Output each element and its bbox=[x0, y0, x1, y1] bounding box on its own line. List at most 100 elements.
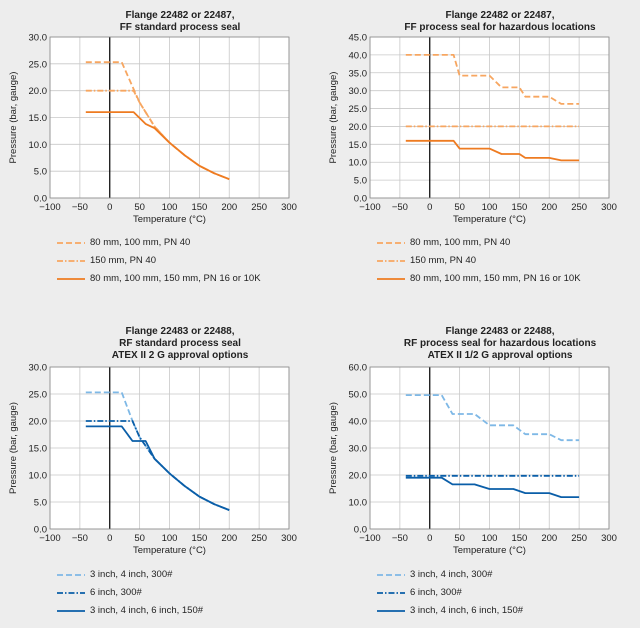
x-tick-label: 300 bbox=[281, 202, 297, 213]
chart-title-line-2: RF standard process seal bbox=[119, 338, 241, 349]
x-axis-label: Temperature (°C) bbox=[133, 214, 206, 225]
x-tick-label: −100 bbox=[39, 533, 60, 544]
series-line-3 bbox=[405, 476, 580, 499]
legend-label: 150 mm, PN 40 bbox=[410, 255, 476, 266]
legend-item: 6 inch, 300# bbox=[376, 587, 636, 599]
legend-swatch bbox=[377, 278, 405, 280]
legend-label: 3 inch, 4 inch, 300# bbox=[90, 569, 173, 580]
y-tick-label: 0.0 bbox=[34, 194, 47, 205]
y-axis-label: Pressure (bar, gauge) bbox=[328, 72, 339, 164]
y-tick-label: 20.0 bbox=[29, 417, 48, 428]
chart-title-line-1: Flange 22483 or 22488, bbox=[125, 326, 235, 337]
y-axis-label: Pressure (bar, gauge) bbox=[8, 72, 19, 164]
x-tick-label: 300 bbox=[601, 533, 617, 544]
legend-swatch bbox=[377, 242, 405, 244]
chart-title: Flange 22482 or 22487, FF standard proce… bbox=[40, 10, 320, 34]
chart-title-line-2: FF standard process seal bbox=[119, 22, 241, 33]
y-axis-label: Pressure (bar, gauge) bbox=[328, 402, 339, 494]
chart-panel-rf-hazardous: Flange 22483 or 22488, RF process seal f… bbox=[320, 314, 640, 628]
y-tick-label: 10.0 bbox=[29, 140, 48, 151]
y-tick-label: 20.0 bbox=[349, 471, 368, 482]
y-tick-label: 15.0 bbox=[29, 113, 48, 124]
legend-item: 6 inch, 300# bbox=[56, 587, 316, 599]
legend-label: 3 inch, 4 inch, 300# bbox=[410, 569, 493, 580]
x-tick-label: −50 bbox=[72, 202, 88, 213]
x-tick-label: −100 bbox=[359, 202, 380, 213]
x-tick-label: 200 bbox=[221, 533, 237, 544]
chart-panel-ff-hazardous: Flange 22482 or 22487, FF process seal f… bbox=[320, 0, 640, 314]
y-tick-label: 15.0 bbox=[349, 140, 368, 151]
legend-item: 80 mm, 100 mm, 150 mm, PN 16 or 10K bbox=[56, 273, 316, 285]
x-tick-label: 50 bbox=[454, 533, 465, 544]
y-tick-label: 35.0 bbox=[349, 68, 368, 79]
legend-swatch bbox=[377, 610, 405, 612]
chart-ff-standard: −100 −50 0 50 100 150 200 250 300 0.0 5.0 10.0 15.0 2… bbox=[8, 33, 297, 226]
y-tick-label: 20.0 bbox=[29, 86, 48, 97]
x-axis-label: Temperature (°C) bbox=[453, 545, 526, 556]
y-tick-label: 40.0 bbox=[349, 417, 368, 428]
x-tick-label: 250 bbox=[571, 533, 587, 544]
chart-ff-hazardous: −100 −50 0 50 100 150 200 250 300 0.0 5.0 10.0 15.0 2… bbox=[328, 33, 617, 226]
y-tick-label: 25.0 bbox=[349, 104, 368, 115]
x-tick-label: 200 bbox=[541, 533, 557, 544]
y-tick-label: 25.0 bbox=[29, 59, 48, 70]
x-tick-label: 100 bbox=[162, 533, 178, 544]
x-tick-label: 300 bbox=[281, 533, 297, 544]
chart-title-line-3: ATEX II 2 G approval options bbox=[111, 350, 249, 361]
series-line-1 bbox=[405, 54, 580, 105]
series-line-1 bbox=[405, 394, 580, 442]
legend-item: 80 mm, 100 mm, PN 40 bbox=[376, 237, 636, 249]
x-tick-label: 0 bbox=[427, 202, 432, 213]
x-tick-label: 100 bbox=[482, 533, 498, 544]
y-tick-label: 50.0 bbox=[349, 390, 368, 401]
x-tick-label: 150 bbox=[191, 533, 207, 544]
legend-label: 3 inch, 4 inch, 6 inch, 150# bbox=[90, 605, 204, 616]
y-tick-label: 15.0 bbox=[29, 444, 48, 455]
plot-frame bbox=[49, 36, 290, 199]
x-tick-label: 250 bbox=[251, 202, 267, 213]
chart-title: Flange 22482 or 22487, FF process seal f… bbox=[360, 10, 640, 34]
legend-swatch bbox=[377, 260, 405, 262]
x-tick-label: 50 bbox=[134, 202, 145, 213]
x-tick-label: 50 bbox=[134, 533, 145, 544]
legend-label: 80 mm, 100 mm, PN 40 bbox=[410, 237, 511, 248]
y-tick-label: 0.0 bbox=[354, 525, 367, 536]
legend-label: 6 inch, 300# bbox=[90, 587, 142, 598]
y-tick-label: 30.0 bbox=[349, 444, 368, 455]
y-tick-label: 5.0 bbox=[34, 167, 47, 178]
y-tick-label: 10.0 bbox=[349, 158, 368, 169]
x-tick-label: 250 bbox=[571, 202, 587, 213]
y-tick-label: 5.0 bbox=[354, 176, 367, 187]
x-tick-label: 150 bbox=[511, 533, 527, 544]
y-tick-label: 0.0 bbox=[354, 194, 367, 205]
y-tick-label: 45.0 bbox=[349, 33, 368, 44]
series-line-3 bbox=[85, 111, 230, 181]
x-tick-label: 0 bbox=[107, 202, 112, 213]
x-tick-label: 200 bbox=[221, 202, 237, 213]
y-tick-label: 10.0 bbox=[29, 471, 48, 482]
plot-frame bbox=[369, 366, 610, 530]
legend-swatch bbox=[377, 592, 405, 594]
legend-swatch bbox=[57, 610, 85, 612]
x-tick-label: 50 bbox=[454, 202, 465, 213]
y-tick-label: 30.0 bbox=[349, 86, 368, 97]
y-tick-label: 60.0 bbox=[349, 363, 368, 374]
series-line-3 bbox=[85, 425, 230, 511]
x-axis-label: Temperature (°C) bbox=[453, 214, 526, 225]
x-tick-label: 0 bbox=[427, 533, 432, 544]
x-tick-label: −50 bbox=[392, 202, 408, 213]
chart-title-line-3: ATEX II 1/2 G approval options bbox=[427, 350, 573, 361]
y-tick-label: 30.0 bbox=[29, 33, 48, 44]
legend-item: 80 mm, 100 mm, 150 mm, PN 16 or 10K bbox=[376, 273, 636, 285]
x-tick-label: 150 bbox=[191, 202, 207, 213]
x-tick-label: 250 bbox=[251, 533, 267, 544]
y-tick-label: 30.0 bbox=[29, 363, 48, 374]
y-tick-label: 10.0 bbox=[349, 498, 368, 509]
chart-title: Flange 22483 or 22488, RF process seal f… bbox=[360, 326, 640, 362]
chart-rf-hazardous: −100 −50 0 50 100 150 200 250 300 0.0 10.0 20.0 30.0… bbox=[328, 363, 617, 557]
chart-title-line-1: Flange 22482 or 22487, bbox=[125, 10, 235, 21]
x-tick-label: 150 bbox=[511, 202, 527, 213]
chart-title: Flange 22483 or 22488, RF standard proce… bbox=[40, 326, 320, 362]
legend-label: 80 mm, 100 mm, 150 mm, PN 16 or 10K bbox=[90, 273, 261, 284]
legend-label: 150 mm, PN 40 bbox=[90, 255, 156, 266]
